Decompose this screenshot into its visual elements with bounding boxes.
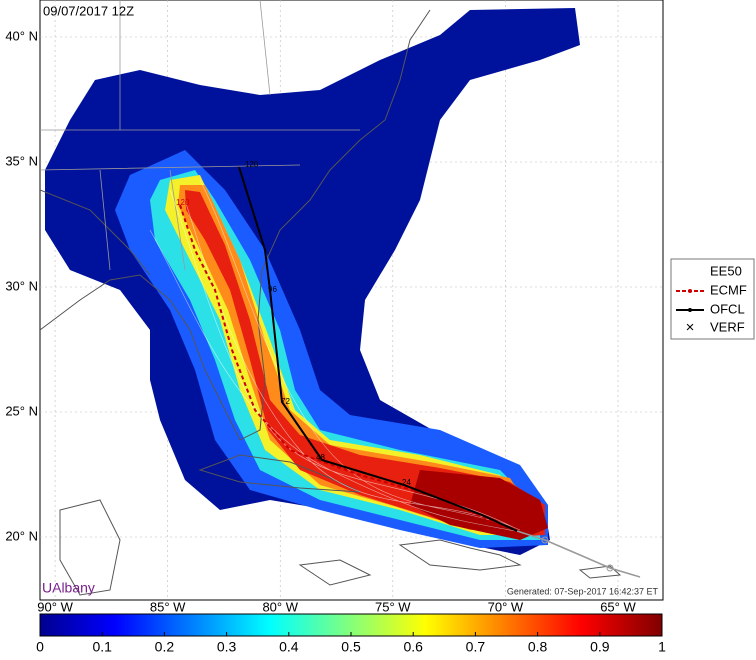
colorbar-label: 0.5 — [341, 639, 361, 655]
track-label: 120 — [245, 160, 259, 169]
lat-label: 30° N — [5, 278, 38, 293]
lon-label: 90° W — [37, 599, 73, 614]
lon-label: 80° W — [262, 599, 298, 614]
lat-label: 20° N — [5, 528, 38, 543]
tracks: 120 96 72 48 24 120 — [176, 160, 641, 578]
colorbar-label: 0.3 — [217, 639, 237, 655]
colorbar-label: 0.1 — [92, 639, 112, 655]
track-label: 96 — [268, 285, 277, 294]
lat-label: 40° N — [5, 28, 38, 43]
colorbar-label: 0.8 — [528, 639, 548, 655]
lon-label: 75° W — [375, 599, 411, 614]
track-label: 24 — [402, 478, 411, 487]
legend-entry: VERF — [710, 319, 745, 334]
probability-field — [45, 8, 580, 555]
lat-label: 35° N — [5, 153, 38, 168]
verf-track — [516, 530, 641, 578]
generated-note: Generated: 07-Sep-2017 16:42:37 ET — [507, 586, 659, 596]
colorbar-label: 0.7 — [466, 639, 486, 655]
ofcl-track — [238, 166, 518, 532]
colorbar-label: 0.2 — [155, 639, 175, 655]
lon-label: 70° W — [488, 599, 524, 614]
coastlines — [40, 0, 622, 596]
legend: EE50 ECMF OFCL × VERF — [670, 258, 755, 340]
colorbar-label: 0 — [36, 639, 44, 655]
lon-label: 85° W — [150, 599, 186, 614]
legend-entry: EE50 — [710, 263, 742, 278]
verf-point — [541, 536, 549, 544]
brand: UAlbany — [42, 580, 95, 596]
colorbar-label: 0.9 — [590, 639, 610, 655]
track-label: 72 — [281, 397, 290, 406]
legend-swatch: × — [686, 319, 695, 336]
track-label: 48 — [316, 453, 325, 462]
colorbar-label: 1 — [658, 639, 666, 655]
legend-entry: OFCL — [710, 301, 745, 316]
track-label: 120 — [176, 198, 190, 207]
verf-point — [606, 564, 614, 572]
map-title: 09/07/2017 12Z — [43, 3, 134, 18]
colorbar-label: 0.6 — [403, 639, 423, 655]
lon-label: 65° W — [600, 599, 636, 614]
legend-entry: ECMF — [710, 282, 747, 297]
legend-swatch — [688, 289, 692, 293]
colorbar-label: 0.4 — [279, 639, 299, 655]
legend-swatch — [688, 308, 692, 312]
legend-box — [670, 258, 755, 340]
lat-label: 25° N — [5, 403, 38, 418]
